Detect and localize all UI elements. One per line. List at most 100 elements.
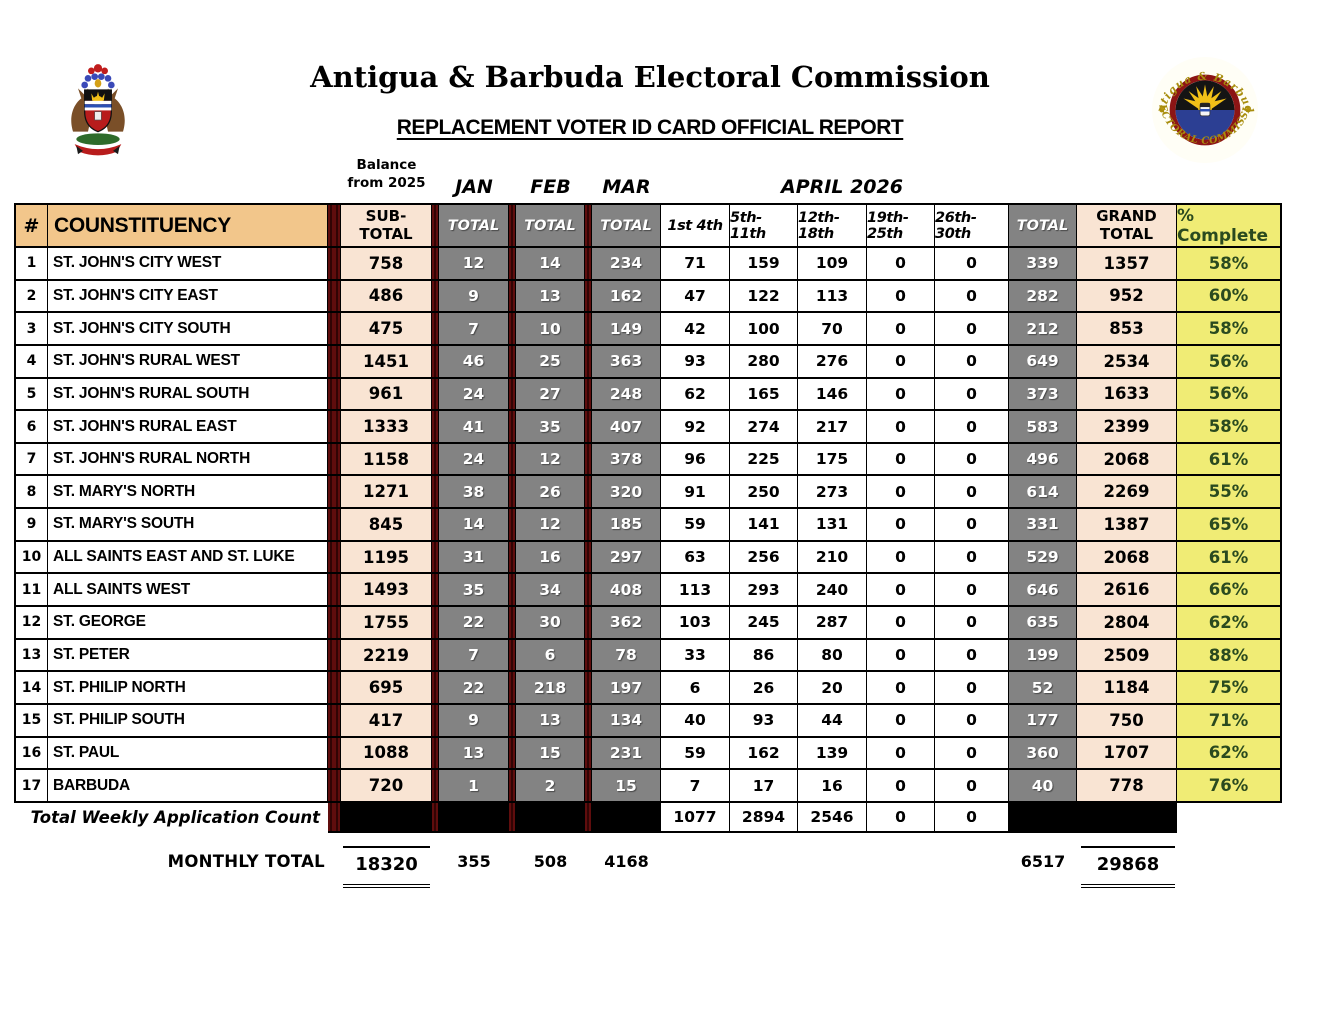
row-num: 14 <box>14 672 48 705</box>
april-week-1-value: 92 <box>661 411 730 444</box>
grand-total-value: 2068 <box>1077 541 1177 575</box>
column-separator <box>585 280 592 314</box>
column-separator <box>509 737 516 771</box>
feb-total-value: 12 <box>516 443 585 477</box>
april-week-3-value: 109 <box>798 248 867 281</box>
weekly-week-3-value: 2546 <box>798 802 867 833</box>
april-week-4-value: 0 <box>867 770 935 803</box>
april-week-1-value: 33 <box>661 639 730 673</box>
mar-total-value: 320 <box>592 476 661 510</box>
april-week-4-value: 0 <box>867 737 935 771</box>
pct-complete-value: 58% <box>1177 248 1282 281</box>
april-week-1-value: 103 <box>661 607 730 640</box>
column-separator <box>432 443 439 477</box>
april-week-2-value: 245 <box>730 607 798 640</box>
col-header-pct-complete: % Complete <box>1177 203 1282 248</box>
pct-complete-value: 71% <box>1177 704 1282 738</box>
column-separator <box>585 737 592 771</box>
constituency-name: ST. JOHN'S CITY SOUTH <box>48 313 328 346</box>
mar-total-value: 78 <box>592 639 661 673</box>
column-separator <box>509 704 516 738</box>
mar-total-value: 134 <box>592 704 661 738</box>
grand-total-value: 2509 <box>1077 639 1177 673</box>
jan-total-value: 41 <box>439 411 509 444</box>
col-header-april-week-3: 12th-18th <box>798 203 867 248</box>
column-separator <box>509 280 516 314</box>
column-separator <box>328 203 341 248</box>
april-week-5-value: 0 <box>935 313 1009 346</box>
col-header-num: # <box>14 203 48 248</box>
april-week-5-value: 0 <box>935 704 1009 738</box>
april-week-2-value: 122 <box>730 280 798 314</box>
row-num: 6 <box>14 411 48 444</box>
subtotal-value: 845 <box>341 509 432 542</box>
column-separator <box>432 476 439 510</box>
mar-total-value: 234 <box>592 248 661 281</box>
april-week-2-value: 225 <box>730 443 798 477</box>
constituency-name: ST. JOHN'S CITY EAST <box>48 280 328 314</box>
april-week-3-value: 273 <box>798 476 867 510</box>
april-week-2-value: 293 <box>730 574 798 608</box>
april-total-value: 373 <box>1009 378 1077 412</box>
column-separator <box>328 541 341 575</box>
april-week-3-value: 113 <box>798 280 867 314</box>
row-num: 17 <box>14 770 48 803</box>
pct-complete-value: 75% <box>1177 672 1282 705</box>
column-separator <box>585 203 592 248</box>
column-separator <box>432 704 439 738</box>
weekly-week-4-value: 0 <box>867 802 935 833</box>
feb-total-value: 15 <box>516 737 585 771</box>
weekly-week-2-value: 2894 <box>730 802 798 833</box>
row-num: 8 <box>14 476 48 510</box>
april-week-5-value: 0 <box>935 378 1009 412</box>
column-separator <box>328 476 341 510</box>
april-total-value: 635 <box>1009 607 1077 640</box>
april-week-5-value: 0 <box>935 574 1009 608</box>
mar-total-value: 407 <box>592 411 661 444</box>
constituency-name: ST. JOHN'S RURAL NORTH <box>48 443 328 477</box>
april-week-5-value: 0 <box>935 248 1009 281</box>
row-num: 10 <box>14 541 48 575</box>
row-num: 1 <box>14 248 48 281</box>
subtotal-value: 475 <box>341 313 432 346</box>
jan-total-value: 31 <box>439 541 509 575</box>
pct-complete-value: 60% <box>1177 280 1282 314</box>
subtotal-value: 1493 <box>341 574 432 608</box>
mar-total-value: 185 <box>592 509 661 542</box>
column-separator <box>585 509 592 542</box>
april-week-1-value: 42 <box>661 313 730 346</box>
column-separator <box>328 280 341 314</box>
column-separator <box>585 248 592 281</box>
column-separator <box>328 672 341 705</box>
col-header-grand-total: GRAND TOTAL <box>1077 203 1177 248</box>
subtotal-value: 695 <box>341 672 432 705</box>
april-week-5-value: 0 <box>935 607 1009 640</box>
subtotal-value: 1088 <box>341 737 432 771</box>
column-separator <box>328 802 341 833</box>
pct-complete-value: 62% <box>1177 607 1282 640</box>
constituency-name: ST. JOHN'S RURAL EAST <box>48 411 328 444</box>
feb-total-value: 2 <box>516 770 585 803</box>
april-week-5-value: 0 <box>935 476 1009 510</box>
jan-label: JAN <box>455 176 493 198</box>
subtotal-value: 2219 <box>341 639 432 673</box>
subtotal-value: 1271 <box>341 476 432 510</box>
subtotal-value: 961 <box>341 378 432 412</box>
grand-total-value: 2534 <box>1077 345 1177 379</box>
april-week-3-value: 175 <box>798 443 867 477</box>
empty-cell <box>1177 802 1282 833</box>
mar-total-value: 297 <box>592 541 661 575</box>
subtotal-value: 1451 <box>341 345 432 379</box>
pct-complete-value: 76% <box>1177 770 1282 803</box>
column-separator <box>328 411 341 444</box>
monthly-total-jan: 355 <box>457 852 491 871</box>
april-week-3-value: 131 <box>798 509 867 542</box>
april-total-value: 339 <box>1009 248 1077 281</box>
constituency-name: ST. MARY'S NORTH <box>48 476 328 510</box>
column-separator <box>585 313 592 346</box>
pct-complete-value: 65% <box>1177 509 1282 542</box>
april-total-value: 583 <box>1009 411 1077 444</box>
weekly-week-1-value: 1077 <box>661 802 730 833</box>
april-week-5-value: 0 <box>935 411 1009 444</box>
